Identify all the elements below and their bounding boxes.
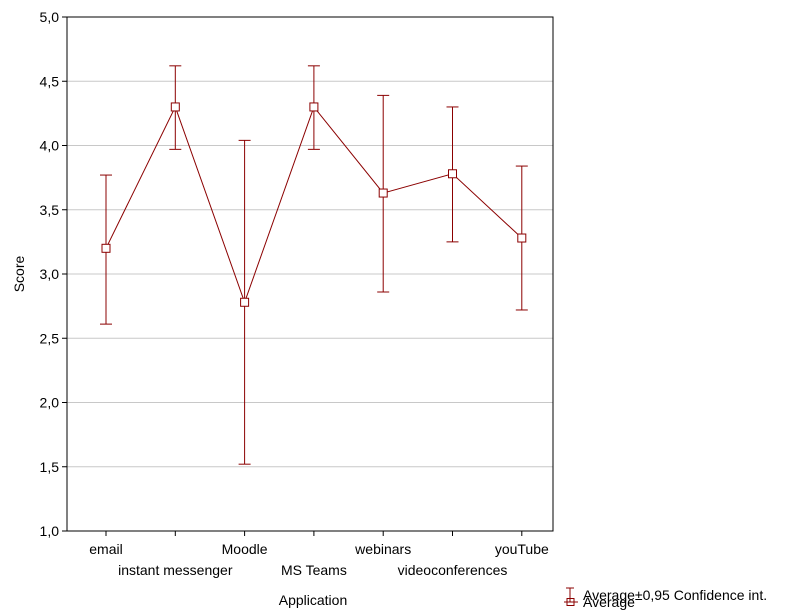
legend-item-ci: Average±0,95 Confidence int. [566,587,767,603]
data-point-marker [101,243,111,253]
y-tick-label: 2,0 [40,395,60,411]
y-tick-label: 1,5 [40,459,60,475]
series-average [100,65,528,465]
y-tick-label: 4,5 [40,73,60,89]
data-point-marker [517,233,527,243]
y-tick-label: 1,0 [40,523,60,539]
gridlines [67,80,553,468]
data-point-marker [240,297,250,307]
y-tick-label: 3,0 [40,266,60,282]
x-tick-label: MS Teams [281,562,347,578]
data-point-marker [378,188,388,198]
x-tick-label: Moodle [222,541,268,557]
data-point-marker [170,102,180,112]
x-tick-label: instant messenger [118,562,233,578]
x-tick-label: email [89,541,122,557]
data-point-marker [309,102,319,112]
x-tick-label: webinars [354,541,411,557]
x-axis: email instant messenger Moodle MS Teams webi… [89,531,549,578]
x-tick-label: videoconferences [398,562,508,578]
y-tick-label: 3,5 [40,202,60,218]
y-tick-label: 2,5 [40,330,60,346]
legend-label-average: Average [583,594,635,610]
y-axis: 1,0 1,5 2,0 2,5 3,0 3,5 4,0 4,5 5,0 [40,9,67,539]
legend-label-ci: Average±0,95 Confidence int. [583,587,767,603]
x-axis-title: Application [279,592,348,608]
y-tick-label: 4,0 [40,138,60,154]
y-axis-title: Score [11,256,27,293]
y-tick-label: 5,0 [40,9,60,25]
legend: Average Average±0,95 Confidence int. [564,587,767,610]
data-point-marker [448,169,457,179]
x-tick-label: youTube [495,541,549,557]
